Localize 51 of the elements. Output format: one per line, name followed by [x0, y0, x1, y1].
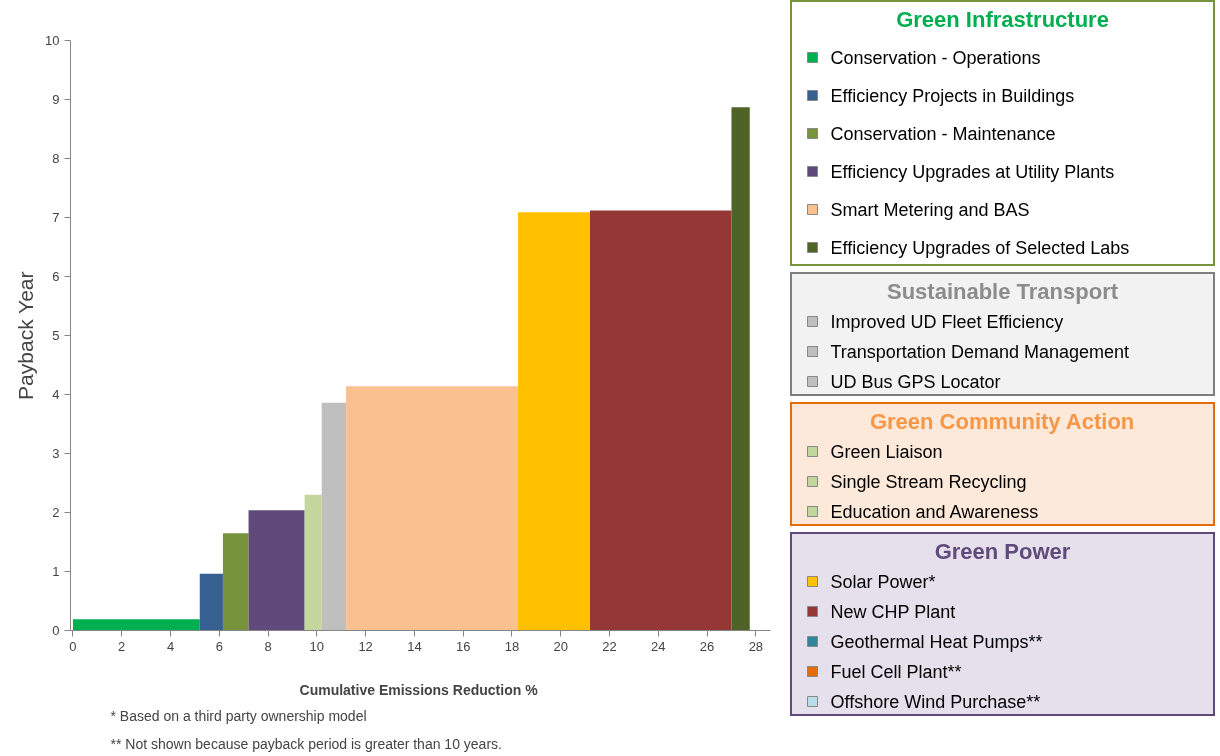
legend-label: Geothermal Heat Pumps** [830, 631, 1043, 652]
x-tick-label: 28 [748, 638, 764, 654]
x-tick-label: 26 [699, 638, 715, 654]
y-tick-label: 10 [45, 33, 60, 48]
y-tick-label: 6 [52, 269, 60, 284]
y-tick-label: 7 [52, 210, 60, 225]
text: Green Community Action [869, 408, 1135, 434]
legend-label: Education and Awareness [830, 501, 1039, 522]
legend-label: Efficiency Projects in Buildings [830, 85, 1075, 106]
x-tick-label: 24 [651, 638, 666, 654]
legend-label: Efficiency Upgrades of Selected Labs [830, 237, 1130, 258]
x-tick-label: 0 [69, 638, 77, 654]
x-tick-label: 18 [504, 638, 520, 654]
y-tick-label: 8 [52, 151, 60, 166]
legend-label: Green Liaison [830, 441, 943, 462]
x-tick-label: 22 [602, 638, 617, 654]
y-tick-label: 1 [52, 564, 60, 579]
y-axis-title: Payback Year [14, 271, 38, 400]
x-tick-label: 16 [455, 638, 471, 654]
x-tick-label: 20 [553, 638, 568, 654]
y-tick-label: 9 [52, 92, 60, 107]
y-tick-label: 5 [52, 328, 60, 343]
legend-label: UD Bus GPS Locator [830, 371, 1001, 392]
x-tick-label: 6 [215, 638, 223, 654]
legend-label: Conservation - Maintenance [830, 123, 1056, 144]
x-tick-label: 4 [166, 638, 175, 654]
y-tick-label: 2 [52, 505, 60, 520]
legend-label: Smart Metering and BAS [830, 199, 1030, 220]
y-tick-label: 3 [52, 446, 60, 461]
x-tick-label: 12 [358, 638, 373, 654]
legend-label: Conservation - Operations [830, 47, 1041, 68]
x-tick-label: 14 [407, 638, 422, 654]
legend-label: Efficiency Upgrades at Utility Plants [830, 161, 1115, 182]
text: Green Power [934, 538, 1071, 564]
text: Green Infrastructure [896, 6, 1109, 32]
x-tick-label: 2 [118, 638, 126, 654]
y-tick-label: 4 [52, 387, 60, 402]
legend-label: Transportation Demand Management [830, 341, 1129, 362]
text: Sustainable Transport [886, 278, 1119, 304]
legend-label: Fuel Cell Plant** [830, 661, 962, 682]
text: ** Not shown because payback period is greater than 10 years. [110, 735, 502, 752]
legend-label: Offshore Wind Purchase** [830, 691, 1041, 712]
x-tick-label: 8 [264, 638, 272, 654]
legend-label: Single Stream Recycling [830, 471, 1027, 492]
x-tick-label: 10 [309, 638, 325, 654]
legend-label: New CHP Plant [830, 601, 956, 622]
legend-label: Improved UD Fleet Efficiency [830, 311, 1064, 332]
y-tick-label: 0 [52, 623, 60, 638]
legend-label: Solar Power* [830, 571, 936, 592]
x-axis-title: Cumulative Emissions Reduction % [299, 681, 539, 698]
text: * Based on a third party ownership model [110, 707, 367, 724]
